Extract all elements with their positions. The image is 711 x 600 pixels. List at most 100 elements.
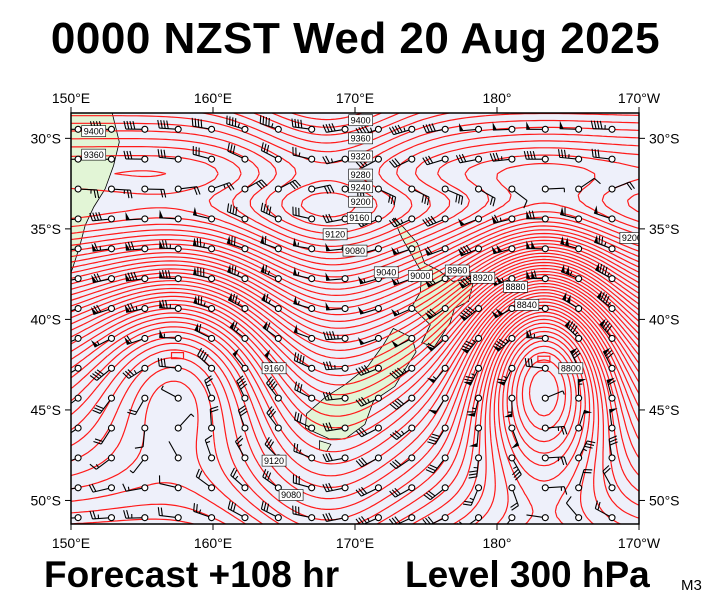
wind-barb xyxy=(74,185,100,199)
barb-feather xyxy=(604,323,611,331)
wind-barb xyxy=(422,215,449,227)
barb-station-dot xyxy=(374,185,382,193)
lon-tick-label-bottom: 150°E xyxy=(52,535,90,551)
barb-station-dot xyxy=(474,514,483,522)
lon-tick-label-bottom: 170°W xyxy=(618,535,661,551)
barb-half-feather xyxy=(135,306,138,311)
wind-barb xyxy=(594,500,616,522)
barb-feather xyxy=(328,482,333,491)
wind-barb xyxy=(168,441,182,462)
contour-label: 9240 xyxy=(348,181,373,194)
barb-station-dot xyxy=(107,215,116,223)
barb-pennant xyxy=(593,205,598,215)
barb-station-dot xyxy=(308,334,316,342)
barb-station-dot xyxy=(274,155,282,163)
barb-feather xyxy=(299,384,303,393)
barb-feather xyxy=(460,279,467,287)
wind-barb xyxy=(261,292,282,313)
barb-feather xyxy=(392,432,400,439)
wind-barb xyxy=(157,149,182,163)
barb-feather xyxy=(194,118,197,127)
barb-feather xyxy=(514,474,522,481)
lat-tick-label-left: 40°S xyxy=(30,311,61,327)
barb-station-dot xyxy=(74,125,82,133)
barb-station-dot xyxy=(408,245,416,253)
barb-station-dot xyxy=(575,454,583,462)
wind-barb xyxy=(197,347,216,372)
barb-station-dot xyxy=(441,424,449,432)
contour-label-text: 8880 xyxy=(505,282,525,292)
wind-barb xyxy=(425,454,449,474)
contour-label-box xyxy=(278,489,304,501)
barb-feather xyxy=(163,120,166,129)
barb-feather xyxy=(236,375,244,382)
wind-barb xyxy=(195,468,216,492)
barb-station-dot xyxy=(174,484,182,492)
contour-label: 9080 xyxy=(278,489,304,501)
barb-station-dot xyxy=(74,364,82,372)
barb-feather xyxy=(325,155,331,164)
barb-feather xyxy=(389,490,396,498)
wind-barb xyxy=(174,413,195,432)
barb-half-feather xyxy=(471,407,477,410)
contour-label: 9400 xyxy=(348,114,373,127)
wind-barb xyxy=(463,364,483,386)
barb-station-dot xyxy=(474,125,483,133)
barb-feather xyxy=(96,273,102,282)
barb-feather xyxy=(461,153,467,162)
barb-station-dot xyxy=(341,275,349,283)
barb-feather xyxy=(388,194,391,203)
barb-pennant xyxy=(91,243,97,252)
barb-feather xyxy=(422,157,428,166)
barb-feather xyxy=(160,120,163,129)
barb-station-dot xyxy=(141,275,149,283)
barb-half-feather xyxy=(198,509,202,514)
barb-feather xyxy=(421,194,425,203)
barb-feather xyxy=(266,376,272,384)
wind-barb xyxy=(322,482,349,493)
barb-feather xyxy=(325,214,330,223)
barb-station-dot xyxy=(74,185,82,193)
wind-barb xyxy=(192,266,216,283)
contour-label-box xyxy=(81,125,107,137)
barb-feather xyxy=(557,149,561,158)
barb-pennant xyxy=(325,272,331,281)
barb-feather xyxy=(422,124,427,133)
barb-station-dot xyxy=(141,394,149,402)
wind-barb xyxy=(159,299,182,313)
barb-station-dot xyxy=(608,454,616,462)
wind-barb xyxy=(274,179,302,193)
wind-barb xyxy=(391,304,416,317)
barb-station-dot xyxy=(541,484,549,492)
barb-feather xyxy=(129,190,133,199)
height-contour xyxy=(71,282,639,465)
barb-half-feather xyxy=(299,449,302,454)
barb-feather xyxy=(238,380,246,387)
wind-barb xyxy=(71,334,82,343)
barb-feather xyxy=(293,411,297,420)
barb-feather xyxy=(494,214,499,223)
barb-half-feather xyxy=(129,470,134,474)
wind-barb xyxy=(466,394,483,417)
contour-label: 9360 xyxy=(348,132,373,145)
forecast-hour-label: Forecast +108 hr xyxy=(44,554,340,595)
barb-feather xyxy=(429,308,437,316)
lon-tick-label-top: 180° xyxy=(483,90,512,106)
barb-feather xyxy=(157,149,160,158)
barb-feather xyxy=(201,351,207,360)
barb-station-dot xyxy=(107,185,116,193)
barb-station-dot xyxy=(408,514,416,522)
barb-feather xyxy=(397,124,403,133)
contour-label-box xyxy=(514,299,540,311)
barb-station-dot xyxy=(575,155,583,163)
contour-label-box xyxy=(346,212,372,224)
barb-feather xyxy=(594,500,598,509)
wind-barb xyxy=(294,381,316,402)
barb-station-dot xyxy=(107,394,116,402)
barb-half-feather xyxy=(607,272,610,277)
barb-feather xyxy=(93,305,99,314)
wind-barb xyxy=(426,364,449,384)
barb-feather xyxy=(463,310,471,316)
barb-feather xyxy=(493,530,501,533)
barb-station-dot xyxy=(308,364,316,372)
